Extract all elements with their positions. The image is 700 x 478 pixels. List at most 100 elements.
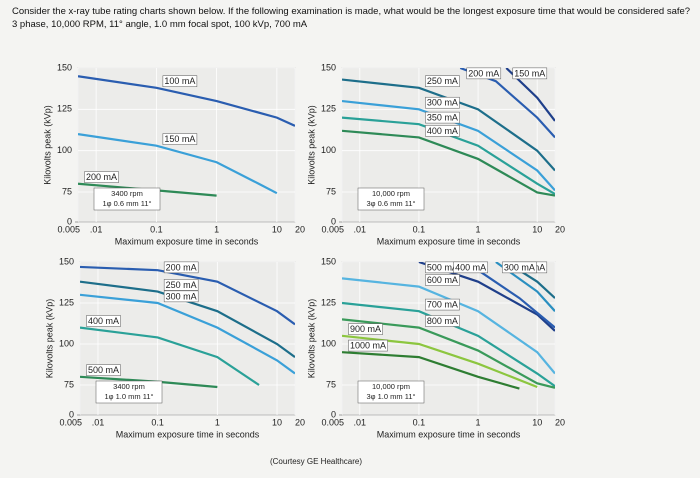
curve <box>342 277 555 375</box>
y-tick-label: 100 <box>59 338 74 348</box>
y-tick-label: 100 <box>57 145 72 155</box>
y-tick-label: 150 <box>321 256 336 266</box>
curve <box>80 293 295 375</box>
x-tick-label: 0.005 <box>321 417 344 427</box>
x-tick-label: 1 <box>215 417 220 427</box>
x-tick-label: 0.005 <box>57 224 80 234</box>
annotation: 10,000 rpm <box>372 189 410 198</box>
curve <box>342 351 520 390</box>
series-label-box <box>466 67 502 80</box>
x-tick-label: .01 <box>90 224 103 234</box>
series-label: 400 mA <box>88 316 119 326</box>
x-tick-label: 10 <box>272 224 282 234</box>
series-label-box <box>162 75 198 87</box>
series-label: 100 mA <box>164 76 195 86</box>
annotation: 3φ 0.6 mm 11° <box>367 199 416 208</box>
series-label-box <box>425 315 460 327</box>
curve <box>78 75 295 127</box>
x-tick-label: .01 <box>354 224 367 234</box>
series-label: 200 mA <box>86 172 117 182</box>
y-tick-label: 100 <box>321 145 336 155</box>
series-label: 150 mA <box>164 134 195 144</box>
curve <box>78 133 278 195</box>
y-tick-label: 75 <box>62 186 72 196</box>
x-tick-label: 20 <box>555 417 565 427</box>
series-label-box <box>163 261 199 274</box>
x-tick-label: 10 <box>532 224 542 234</box>
annotation: 3400 rpm <box>113 382 145 391</box>
series-label-box <box>163 290 199 303</box>
series-label-box <box>425 75 460 87</box>
series-label-box <box>86 364 121 376</box>
y-tick-label: 75 <box>326 186 336 196</box>
curve <box>342 78 555 172</box>
y-tick-label: 150 <box>59 256 74 266</box>
y-tick-label: 150 <box>321 62 336 72</box>
y-tick-label: 125 <box>57 104 72 114</box>
x-tick-label: 1 <box>214 224 219 234</box>
annotation: 3φ 1.0 mm 11° <box>367 392 416 401</box>
series-label-box <box>425 298 460 311</box>
series-label-box <box>348 323 383 335</box>
y-tick-label: 0 <box>69 409 74 419</box>
x-axis-label: Maximum exposure time in seconds <box>377 236 521 246</box>
annotation-box <box>357 187 425 211</box>
annotation: 3400 rpm <box>111 189 143 198</box>
annotation: 1φ 1.0 mm 11° <box>105 392 154 401</box>
x-tick-label: .01 <box>92 417 105 427</box>
series-label-box <box>425 125 460 137</box>
x-axis-label: Maximum exposure time in seconds <box>115 236 259 246</box>
series-label: 600 mA <box>427 275 458 285</box>
x-tick-label: 20 <box>295 417 305 427</box>
series-label: 300 mA <box>504 262 535 272</box>
series-label: 500 mA <box>88 365 119 375</box>
curve <box>80 265 295 326</box>
series-label-box <box>425 274 460 286</box>
curve <box>342 318 555 389</box>
annotation: 1φ 0.6 mm 11° <box>103 199 152 208</box>
question-line: 3 phase, 10,000 RPM, 11° angle, 1.0 mm f… <box>12 19 308 30</box>
credit: (Courtesy GE Healthcare) <box>270 457 362 466</box>
curve <box>80 280 295 359</box>
series-label: 150 mA <box>514 68 545 78</box>
x-tick-label: 0.1 <box>151 417 164 427</box>
x-tick-label: 0.005 <box>321 224 344 234</box>
y-axis-label: Kilovolts peak (kVp) <box>42 105 52 185</box>
curve <box>80 326 260 386</box>
x-tick-label: 0.1 <box>150 224 163 234</box>
y-tick-label: 0 <box>67 216 72 226</box>
x-tick-label: 1 <box>476 417 481 427</box>
x-tick-label: 0.005 <box>59 417 82 427</box>
x-axis-label: Maximum exposure time in seconds <box>377 429 521 439</box>
series-label: 900 mA <box>350 324 381 334</box>
y-tick-label: 125 <box>59 297 74 307</box>
annotation-box <box>93 187 161 211</box>
y-tick-label: 125 <box>321 297 336 307</box>
y-tick-label: 75 <box>64 379 74 389</box>
series-label: 400 mA <box>455 262 486 272</box>
y-tick-label: 125 <box>321 104 336 114</box>
series-label: 250 mA <box>427 76 458 86</box>
y-tick-label: 0 <box>331 216 336 226</box>
series-label-box <box>453 261 488 274</box>
x-tick-label: 1 <box>476 224 481 234</box>
y-axis-label: Kilovolts peak (kVp) <box>44 299 54 379</box>
curve <box>78 182 217 197</box>
x-tick-label: 20 <box>295 224 305 234</box>
annotation-box <box>95 380 163 404</box>
y-tick-label: 75 <box>326 379 336 389</box>
y-axis-label: Kilovolts peak (kVp) <box>306 299 316 379</box>
series-label-box <box>348 339 388 352</box>
series-label: 500 mA <box>427 262 458 272</box>
series-label-box <box>425 96 460 109</box>
series-label: 1000 mA <box>350 341 386 351</box>
series-label: 700 mA <box>427 300 458 310</box>
x-tick-label: 10 <box>532 417 542 427</box>
curve <box>342 116 555 195</box>
series-label: 400 mA <box>427 126 458 136</box>
y-tick-label: 100 <box>321 338 336 348</box>
x-tick-label: 20 <box>555 224 565 234</box>
curve <box>342 129 555 197</box>
y-tick-label: 150 <box>57 62 72 72</box>
